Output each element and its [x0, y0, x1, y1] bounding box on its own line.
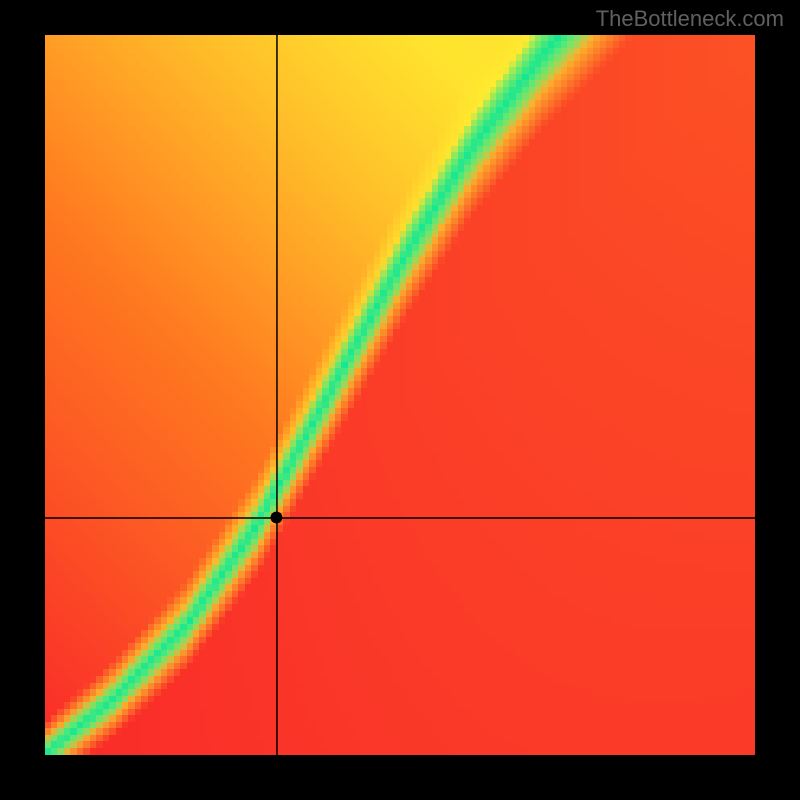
- chart-root: TheBottleneck.com: [0, 0, 800, 800]
- heatmap-canvas: [45, 35, 755, 755]
- watermark-text: TheBottleneck.com: [596, 6, 784, 32]
